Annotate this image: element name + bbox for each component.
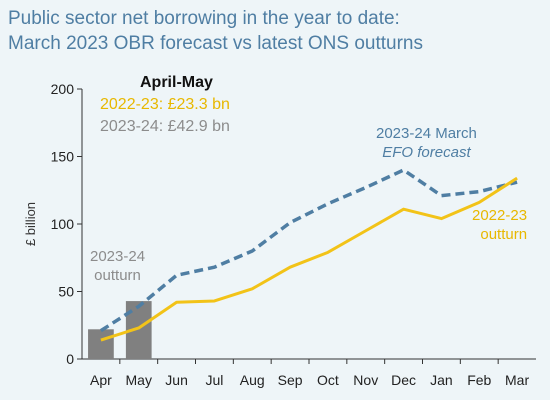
efo-annotation-line-1: 2023-24 March bbox=[376, 125, 477, 142]
x-tick-label: Nov bbox=[353, 372, 378, 388]
x-tick-label: Feb bbox=[467, 372, 491, 388]
bar-annotation-line-2: outturn bbox=[94, 267, 141, 284]
chart-title-line-1: Public sector net borrowing in the year … bbox=[8, 8, 400, 29]
y-axis-label: £ billion bbox=[23, 202, 38, 246]
legend-2023-24-total: 2023-24: £42.9 bn bbox=[100, 118, 230, 135]
x-tick-label: Jul bbox=[205, 372, 223, 388]
efo-forecast-annotation: 2023-24 March EFO forecast bbox=[376, 124, 477, 162]
x-tick-label: Aug bbox=[240, 372, 265, 388]
efo-annotation-line-2: EFO forecast bbox=[382, 144, 471, 161]
bar-annotation-line-1: 2023-24 bbox=[90, 248, 146, 265]
legend-2022-23-total: 2022-23: £23.3 bn bbox=[100, 96, 230, 113]
legend-box: April-May 2022-23: £23.3 bn 2023-24: £42… bbox=[100, 72, 230, 138]
x-tick-label: May bbox=[126, 372, 152, 388]
chart-title: Public sector net borrowing in the year … bbox=[8, 6, 542, 56]
x-tick-label: Oct bbox=[317, 372, 339, 388]
y-tick-label: 100 bbox=[51, 216, 75, 232]
legend-heading: April-May bbox=[140, 74, 213, 91]
line-series-2022-23-outturn bbox=[100, 176, 518, 342]
bar-series-2023-24-outturn bbox=[88, 301, 152, 359]
chart-title-line-2: March 2023 OBR forecast vs latest ONS ou… bbox=[8, 33, 424, 54]
bar-2023-24-outturn bbox=[88, 329, 114, 359]
line-series-efo-forecast bbox=[99, 168, 518, 333]
outturn-annotation-line-2: outturn bbox=[480, 226, 528, 243]
y-tick-label: 150 bbox=[51, 149, 75, 165]
x-tick-label: Jan bbox=[430, 372, 453, 388]
chart-axes: 0 50 100 150 200 Apr May Jun Jul Aug Sep Oct Nov Dec J… bbox=[51, 81, 536, 388]
x-tick-label: Sep bbox=[278, 372, 303, 388]
x-tick-label: Apr bbox=[90, 372, 112, 388]
outturn-2022-23-annotation: 2022-23 outturn bbox=[472, 206, 527, 244]
y-tick-label: 50 bbox=[58, 284, 74, 300]
x-tick-label: Mar bbox=[505, 372, 529, 388]
x-tick-label: Jun bbox=[165, 372, 188, 388]
line-series-group bbox=[99, 168, 518, 342]
bar-outturn-annotation: 2023-24 outturn bbox=[90, 247, 145, 285]
y-tick-label: 0 bbox=[66, 351, 74, 367]
y-tick-label: 200 bbox=[51, 81, 75, 97]
outturn-annotation-line-1: 2022-23 bbox=[472, 207, 528, 224]
x-tick-label: Dec bbox=[391, 372, 416, 388]
